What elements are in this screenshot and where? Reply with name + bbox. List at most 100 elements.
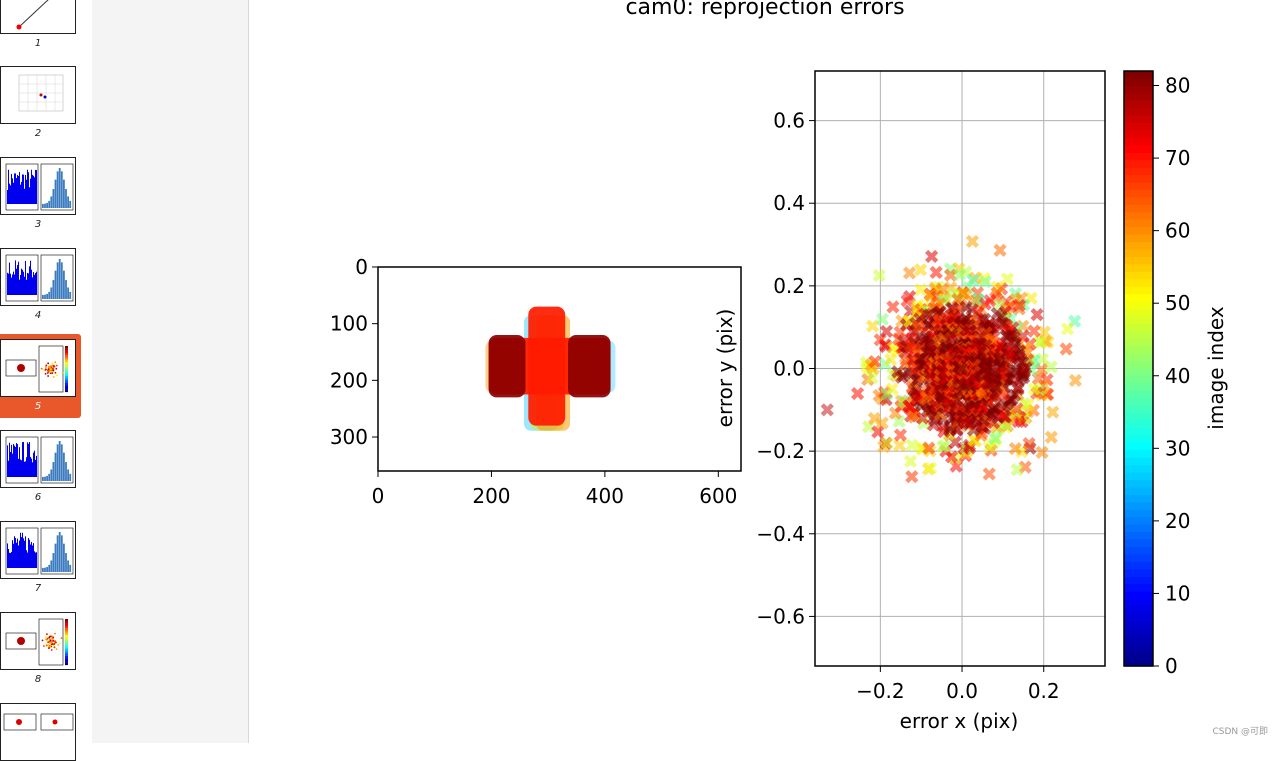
thumb-bar — [67, 196, 69, 208]
thumb-bar — [7, 189, 8, 204]
thumb-bar — [52, 553, 55, 572]
thumb-colorbar — [65, 632, 68, 636]
thumb-bar — [19, 279, 20, 295]
colorbar-segment — [1124, 643, 1153, 652]
error-point — [999, 329, 1013, 343]
sidebar-gutter — [92, 0, 249, 743]
thumb-bar — [21, 460, 22, 477]
thumb-bar — [11, 173, 12, 204]
thumb-colorbar — [65, 646, 68, 649]
thumb-bar — [67, 469, 69, 481]
thumb-bar — [17, 444, 18, 477]
thumb-bar — [26, 457, 27, 477]
error-point — [905, 438, 919, 452]
colorbar-segment — [1124, 160, 1153, 169]
colorbar-segment — [1124, 584, 1153, 593]
thumb-bar — [25, 261, 26, 295]
thumb-point — [61, 372, 64, 374]
thumb-bar — [63, 452, 65, 481]
thumb-bar — [19, 540, 20, 568]
colorbar-segment — [1124, 502, 1153, 511]
thumb-bar — [10, 185, 11, 204]
thumb-bar — [14, 445, 15, 477]
error-point — [1037, 325, 1051, 339]
thumb-bar — [15, 260, 16, 295]
error-point — [1010, 463, 1024, 477]
error-point — [872, 268, 886, 283]
thumb-bar — [28, 172, 29, 204]
watermark: CSDN @可即 — [1212, 727, 1268, 737]
error-point — [905, 470, 919, 484]
thumb-point — [57, 644, 60, 646]
colorbar-segment — [1124, 204, 1153, 213]
thumb-bar — [7, 272, 8, 295]
colorbar-segment — [1124, 450, 1153, 459]
colorbar-segment — [1124, 375, 1153, 384]
thumb-colorbar — [65, 662, 68, 666]
thumb-axes — [40, 436, 74, 484]
colorbar-segment — [1124, 405, 1153, 414]
thumb-bar — [25, 461, 26, 477]
colorbar-tick-label: 70 — [1165, 146, 1190, 170]
thumb-bar — [29, 187, 30, 204]
thumb-colorbar — [65, 389, 68, 393]
colorbar-segment — [1124, 123, 1153, 132]
thumb-colorbar — [65, 660, 68, 663]
colorbar-segment — [1124, 621, 1153, 630]
colorbar-segment — [1124, 242, 1153, 251]
error-point — [900, 294, 914, 308]
corner-region — [568, 335, 611, 398]
thumb-colorbar — [65, 653, 68, 656]
colorbar-tick-label: 60 — [1165, 219, 1190, 243]
thumbnail-preview — [16, 0, 49, 30]
colorbar-segment — [1124, 658, 1153, 667]
figure-canvas: cam0: reprojection errors 0 200 400 600 0 100… — [249, 0, 1280, 743]
thumb-colorbar — [65, 625, 68, 629]
thumb-bar — [10, 273, 11, 295]
thumb-bar — [54, 543, 57, 572]
thumb-bar — [46, 475, 48, 481]
colorbar-segment — [1124, 256, 1153, 265]
thumb-point — [53, 646, 56, 649]
thumb-bar — [65, 553, 67, 572]
colorbar-label: image index — [1204, 306, 1228, 430]
thumb-bar — [35, 169, 36, 204]
thumb-bar — [20, 532, 21, 568]
thumb-bar — [11, 551, 12, 568]
error-point — [1027, 382, 1041, 396]
colorbar-segment — [1124, 539, 1153, 548]
thumb-bar — [32, 174, 33, 204]
thumb-bar — [65, 280, 67, 299]
thumbnail-image — [0, 703, 76, 761]
thumbnail-image — [0, 339, 76, 397]
x-tick-label: 0 — [372, 484, 385, 508]
thumb-bar — [27, 552, 28, 568]
colorbar-segment — [1124, 108, 1153, 117]
colorbar-segment — [1124, 93, 1153, 102]
thumb-axes — [5, 163, 39, 211]
thumb-bar — [48, 564, 51, 572]
page-thumbnail-sidebar: 1 2 3 4 5 6 7 8 — [0, 0, 93, 761]
thumb-bar — [8, 460, 9, 477]
colorbar-segment — [1124, 331, 1153, 340]
thumb-colorbar — [65, 373, 68, 376]
colorbar-segment — [1124, 353, 1153, 362]
x-tick-label: 0.0 — [946, 679, 978, 703]
thumb-colorbar — [65, 639, 68, 643]
thumb-bar — [34, 177, 35, 204]
thumb-colorbar — [65, 362, 68, 365]
colorbar-segment — [1124, 78, 1153, 87]
colorbar-segment — [1124, 167, 1153, 176]
thumb-bar — [42, 203, 44, 208]
page-number: 7 — [34, 583, 42, 594]
thumbnail-preview — [5, 618, 68, 666]
thumbnail-image — [0, 0, 76, 34]
thumb-bar — [21, 181, 22, 204]
thumb-bar — [29, 266, 30, 295]
error-point — [959, 288, 973, 303]
thumb-bar — [17, 264, 18, 295]
thumb-bar — [24, 461, 25, 477]
error-point — [868, 354, 882, 369]
thumb-bar — [30, 456, 31, 477]
thumbnail-image — [0, 66, 76, 124]
